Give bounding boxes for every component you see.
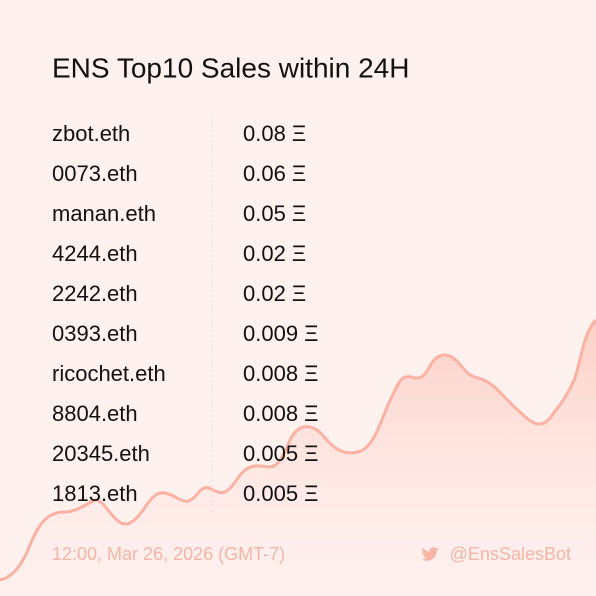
- sale-name: 1813.eth: [52, 481, 138, 506]
- sale-name: 8804.eth: [52, 401, 138, 426]
- decor-line: [0, 318, 596, 582]
- sale-price: 0.005 Ξ: [243, 441, 318, 466]
- sale-price: 0.005 Ξ: [243, 481, 318, 506]
- sale-name: 20345.eth: [52, 441, 150, 466]
- handle: @EnsSalesBot: [450, 544, 571, 564]
- timestamp: 12:00, Mar 26, 2026 (GMT-7): [52, 544, 285, 564]
- title: ENS Top10 Sales within 24H: [52, 52, 409, 83]
- sale-price: 0.009 Ξ: [243, 321, 318, 346]
- sale-name: 0393.eth: [52, 321, 138, 346]
- sale-name: zbot.eth: [52, 121, 130, 146]
- sale-name: 2242.eth: [52, 281, 138, 306]
- sale-name: ricochet.eth: [52, 361, 166, 386]
- sale-price: 0.08 Ξ: [243, 121, 306, 146]
- sale-price: 0.05 Ξ: [243, 201, 306, 226]
- sale-name: 4244.eth: [52, 241, 138, 266]
- decor-area: [0, 320, 596, 596]
- sale-name: 0073.eth: [52, 161, 138, 186]
- sale-price: 0.008 Ξ: [243, 361, 318, 386]
- sale-price: 0.008 Ξ: [243, 401, 318, 426]
- sales-list: zbot.eth 0.08 Ξ 0073.eth 0.06 Ξ manan.eth 0.0…: [52, 121, 318, 506]
- sale-name: manan.eth: [52, 201, 156, 226]
- sale-price: 0.06 Ξ: [243, 161, 306, 186]
- sale-price: 0.02 Ξ: [243, 281, 306, 306]
- sale-price: 0.02 Ξ: [243, 241, 306, 266]
- twitter-icon: [421, 547, 439, 561]
